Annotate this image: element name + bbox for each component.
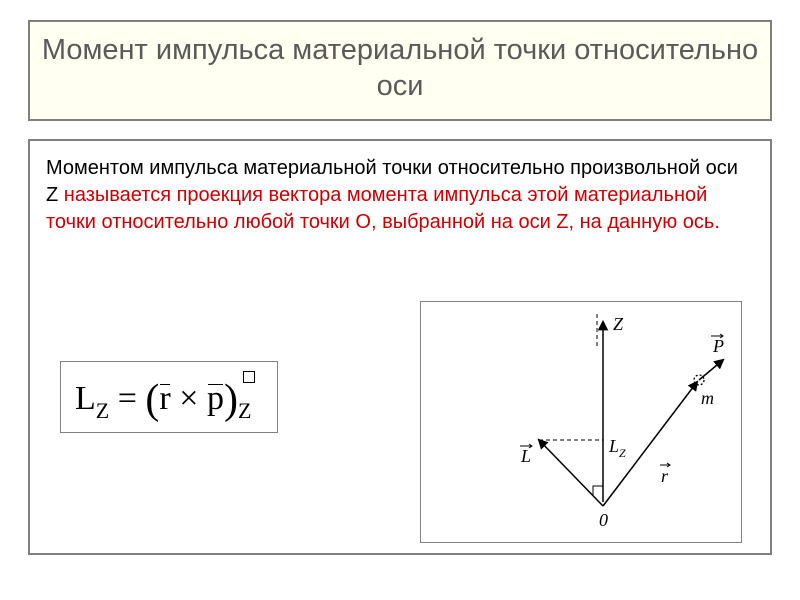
diagram-p-label: P xyxy=(712,336,724,356)
formula-outer-z: Z xyxy=(238,398,251,423)
diagram-m-label: m xyxy=(701,388,714,408)
formula-r: r xyxy=(159,380,170,418)
title-box: Момент импульса материальной точки относ… xyxy=(28,20,772,121)
diagram-L-vector xyxy=(539,440,603,506)
diagram-z-label: Z xyxy=(613,314,624,334)
diagram-svg: 0 Z r m P xyxy=(421,302,741,542)
formula-lparen: ( xyxy=(145,377,159,423)
diagram-box: 0 Z r m P xyxy=(420,301,742,543)
formula-eq: = xyxy=(109,380,145,417)
slide-title: Момент импульса материальной точки относ… xyxy=(38,32,762,105)
diagram-origin-label: 0 xyxy=(599,510,608,530)
body-box: Моментом импульса материальной точки отн… xyxy=(28,139,772,555)
definition-text: Моментом импульса материальной точки отн… xyxy=(46,155,754,236)
formula-Lz-sub: Z xyxy=(96,398,109,423)
diagram-p-vector xyxy=(699,360,723,380)
diagram-right-angle-icon xyxy=(593,486,603,496)
formula-square-icon xyxy=(243,371,255,383)
formula-box: LZ = (r × p)Z xyxy=(60,361,278,434)
formula-L: L xyxy=(75,380,96,417)
formula-times: × xyxy=(171,380,207,417)
diagram-L-label: L xyxy=(520,446,531,466)
formula-rparen: ) xyxy=(224,377,238,423)
diagram-r-label: r xyxy=(661,466,669,486)
definition-red-1: называется проекция вектора момента импу… xyxy=(46,184,720,233)
slide-container: Момент импульса материальной точки относ… xyxy=(0,0,800,600)
diagram-Lz-label: LZ xyxy=(608,436,626,460)
formula-p: p xyxy=(207,380,224,418)
